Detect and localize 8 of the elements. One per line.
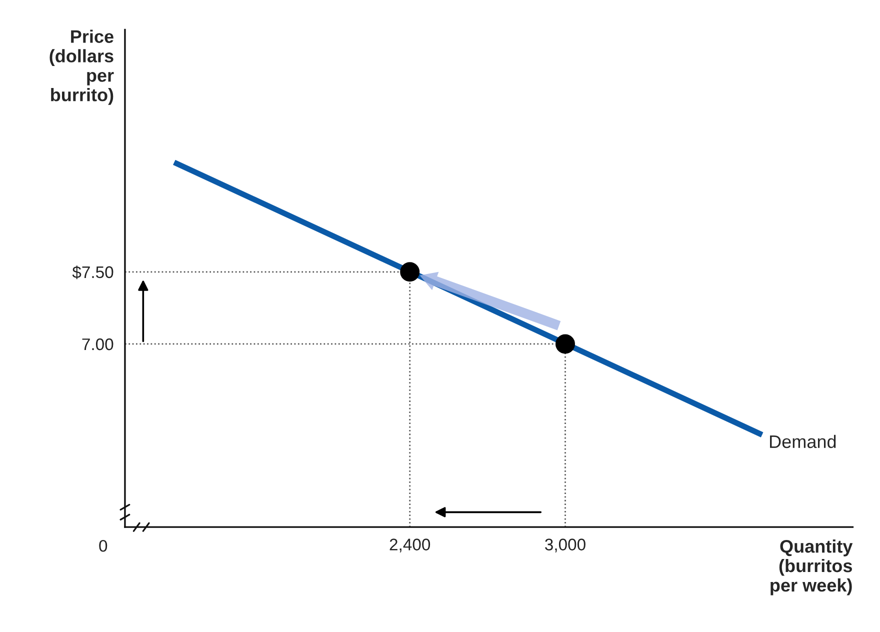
x-tick-label: 3,000	[545, 538, 586, 552]
y-tick-label: 7.00	[82, 338, 114, 350]
text: 0	[99, 540, 108, 552]
y-tick-label: $7.50	[72, 266, 114, 280]
x-axis-title: Quantity (burritos per week)	[770, 540, 853, 596]
series-label: Demand	[770, 434, 836, 448]
x-tick-label: 2,400	[390, 538, 430, 552]
y-axis-title: Price (dollars per burrito)	[50, 30, 114, 105]
